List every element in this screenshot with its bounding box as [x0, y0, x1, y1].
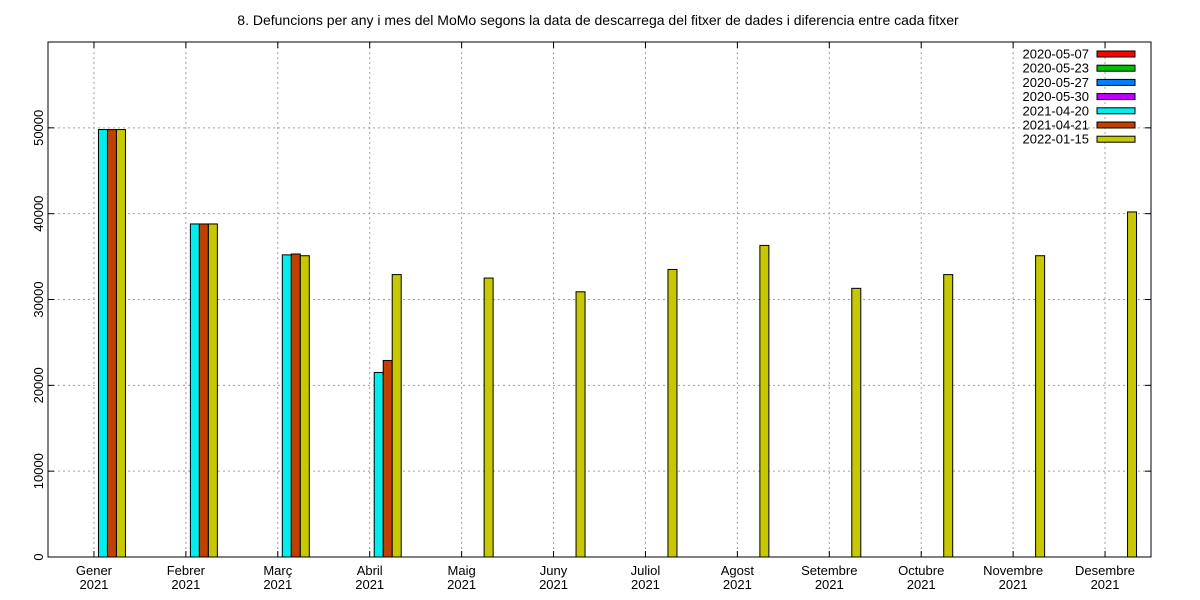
- bar: [97, 129, 108, 558]
- x-tick-label-month: Desembre: [1075, 563, 1135, 578]
- y-tick-label: 40000: [31, 196, 46, 232]
- axes: 01000020000300004000050000Gener2021Febre…: [31, 41, 1152, 592]
- bar: [391, 274, 402, 558]
- legend-label: 2021-04-21: [1023, 118, 1090, 133]
- legend-swatch: [1096, 64, 1136, 72]
- legend-label: 2020-05-07: [1023, 47, 1090, 62]
- bar: [290, 253, 301, 558]
- bar: [851, 287, 862, 558]
- legend-label: 2020-05-30: [1023, 89, 1090, 104]
- x-tick-label-year: 2021: [999, 577, 1028, 592]
- y-tick-label: 50000: [31, 110, 46, 146]
- legend-label: 2020-05-23: [1023, 61, 1090, 76]
- x-tick-label-month: Novembre: [983, 563, 1043, 578]
- x-tick-label-month: Març: [263, 563, 292, 578]
- x-tick-label-month: Agost: [721, 563, 755, 578]
- bar: [1127, 211, 1138, 558]
- legend-label: 2021-04-20: [1023, 103, 1090, 118]
- bar: [115, 129, 126, 558]
- bar: [1035, 255, 1046, 558]
- x-tick-label-month: Juliol: [631, 563, 661, 578]
- x-tick-label-year: 2021: [907, 577, 936, 592]
- legend-swatch: [1096, 107, 1136, 115]
- bar: [759, 244, 770, 558]
- bar: [207, 223, 218, 558]
- bar: [281, 254, 292, 558]
- x-tick-label-month: Febrer: [167, 563, 206, 578]
- x-tick-label-year: 2021: [539, 577, 568, 592]
- legend-swatch: [1096, 93, 1136, 101]
- legend-swatch: [1096, 135, 1136, 143]
- bar: [382, 359, 393, 558]
- legend-swatch: [1096, 50, 1136, 58]
- y-tick-label: 30000: [31, 281, 46, 317]
- x-tick-label-year: 2021: [79, 577, 108, 592]
- bar: [667, 268, 678, 558]
- legend-label: 2020-05-27: [1023, 75, 1090, 90]
- x-tick-label-month: Setembre: [801, 563, 857, 578]
- x-tick-label-year: 2021: [723, 577, 752, 592]
- x-tick-label-year: 2021: [355, 577, 384, 592]
- legend-label: 2022-01-15: [1023, 132, 1090, 147]
- bar: [575, 291, 586, 558]
- legend-swatch: [1096, 121, 1136, 129]
- x-tick-label-month: Abril: [357, 563, 383, 578]
- x-tick-label-year: 2021: [447, 577, 476, 592]
- y-tick-label: 10000: [31, 453, 46, 489]
- x-tick-label-month: Gener: [76, 563, 113, 578]
- x-tick-label-year: 2021: [171, 577, 200, 592]
- bar: [299, 255, 310, 558]
- x-tick-label-month: Maig: [448, 563, 476, 578]
- bar: [373, 371, 384, 558]
- legend: 2020-05-072020-05-232020-05-272020-05-30…: [1023, 47, 1136, 147]
- x-tick-label-year: 2021: [263, 577, 292, 592]
- x-tick-label-month: Juny: [540, 563, 568, 578]
- bar: [483, 277, 494, 558]
- y-tick-label: 0: [31, 553, 46, 560]
- x-tick-label-year: 2021: [631, 577, 660, 592]
- plot-frame: [47, 41, 1152, 558]
- bars: [97, 129, 1138, 558]
- legend-swatch: [1096, 78, 1136, 86]
- x-tick-label-year: 2021: [815, 577, 844, 592]
- x-tick-label-year: 2021: [1091, 577, 1120, 592]
- bar: [189, 223, 200, 558]
- bar: [943, 274, 954, 558]
- y-tick-label: 20000: [31, 367, 46, 403]
- chart-title: 8. Defuncions per any i mes del MoMo seg…: [237, 12, 959, 28]
- bar: [198, 223, 209, 558]
- bar: [106, 129, 117, 558]
- x-tick-label-month: Octubre: [898, 563, 944, 578]
